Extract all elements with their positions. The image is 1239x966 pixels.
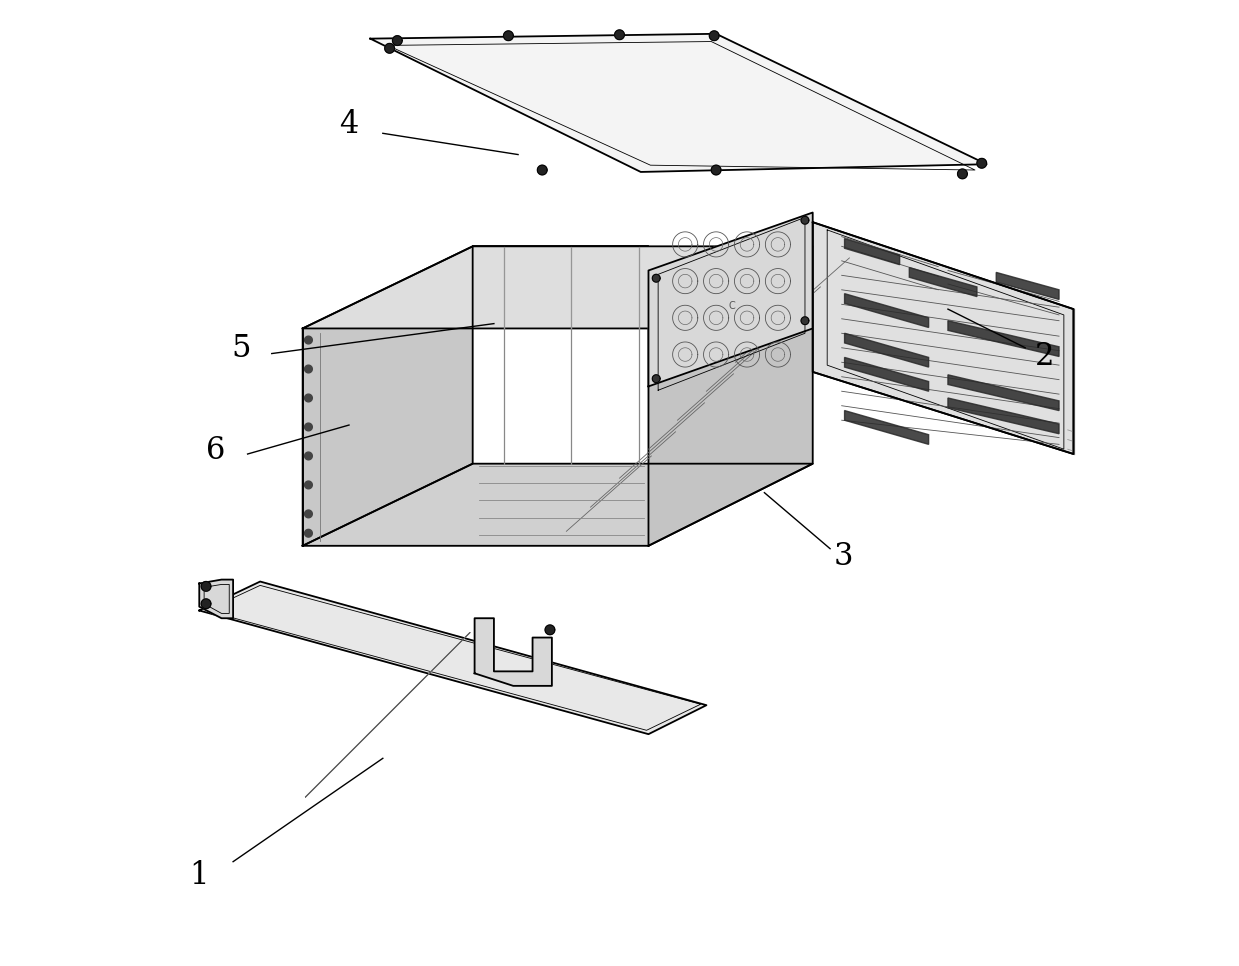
Polygon shape	[199, 580, 233, 618]
Polygon shape	[710, 31, 719, 41]
Polygon shape	[545, 625, 555, 635]
Polygon shape	[996, 272, 1059, 299]
Polygon shape	[653, 375, 660, 383]
Polygon shape	[305, 510, 312, 518]
Text: 3: 3	[834, 541, 854, 572]
Polygon shape	[976, 158, 986, 168]
Polygon shape	[909, 268, 976, 297]
Polygon shape	[305, 394, 312, 402]
Polygon shape	[305, 529, 312, 537]
Polygon shape	[958, 169, 968, 179]
Polygon shape	[201, 599, 211, 609]
Polygon shape	[370, 34, 986, 172]
Polygon shape	[802, 216, 809, 224]
Polygon shape	[393, 36, 403, 45]
Polygon shape	[615, 30, 624, 40]
Polygon shape	[948, 398, 1059, 434]
Text: 4: 4	[339, 109, 358, 140]
Polygon shape	[503, 31, 513, 41]
Polygon shape	[538, 165, 548, 175]
Polygon shape	[305, 365, 312, 373]
Polygon shape	[199, 582, 706, 734]
Polygon shape	[845, 239, 900, 265]
Polygon shape	[845, 333, 928, 367]
Text: 1: 1	[190, 860, 209, 891]
Polygon shape	[305, 423, 312, 431]
Text: 6: 6	[206, 435, 225, 466]
Polygon shape	[302, 246, 472, 546]
Polygon shape	[802, 317, 809, 325]
Polygon shape	[385, 43, 394, 53]
Polygon shape	[845, 411, 928, 444]
Polygon shape	[845, 357, 928, 391]
Polygon shape	[302, 246, 813, 328]
Polygon shape	[813, 222, 1073, 454]
Text: 5: 5	[232, 333, 250, 364]
Polygon shape	[648, 213, 813, 386]
Polygon shape	[648, 246, 813, 546]
Polygon shape	[711, 165, 721, 175]
Polygon shape	[305, 336, 312, 344]
Polygon shape	[305, 481, 312, 489]
Polygon shape	[948, 321, 1059, 356]
Polygon shape	[475, 618, 551, 686]
Polygon shape	[302, 464, 813, 546]
Polygon shape	[845, 294, 928, 327]
Polygon shape	[201, 582, 211, 591]
Polygon shape	[948, 375, 1059, 411]
Polygon shape	[653, 274, 660, 282]
Text: 2: 2	[1035, 341, 1054, 372]
Polygon shape	[305, 452, 312, 460]
Text: C: C	[729, 301, 735, 311]
